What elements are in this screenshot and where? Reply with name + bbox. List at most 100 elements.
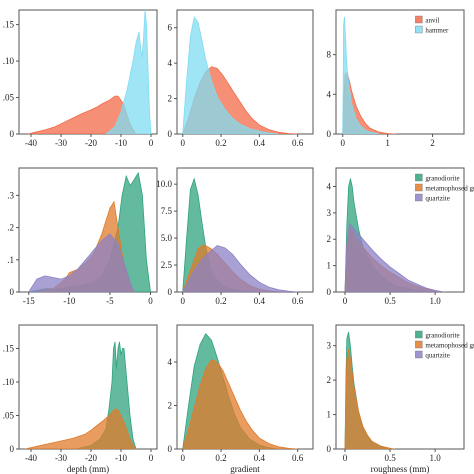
density-hammer (105, 10, 152, 134)
y-tick-label: 0 (168, 444, 173, 454)
legend-swatch-metamophosed-granite (415, 340, 423, 349)
x-tick-label: 0.5 (384, 453, 396, 463)
x-tick-label: 0.4 (254, 138, 266, 148)
y-tick-label: .1 (7, 255, 14, 265)
legend-swatch-hammer (415, 25, 423, 34)
y-tick-label: 3 (327, 341, 332, 351)
y-tick-label: 2 (168, 400, 173, 410)
x-tick-label: -40 (25, 453, 37, 463)
y-tick-label: 4 (168, 58, 173, 68)
y-tick-label: 1 (327, 261, 332, 271)
series-group (344, 331, 395, 449)
x-tick-label: 0 (149, 138, 154, 148)
x-tick-label: 0.2 (215, 138, 226, 148)
y-tick-label: 5.0 (161, 233, 173, 243)
y-tick-label: 0 (168, 287, 173, 297)
x-tick-label: -40 (25, 138, 37, 148)
legend-swatch-metamophosed-granite (415, 183, 423, 192)
legend-label-metamophosed-granite: metamophosed granite (425, 185, 474, 193)
x-tick-label: 0.4 (254, 453, 266, 463)
x-tick-label: 0 (340, 138, 345, 148)
x-axis-title: roughness (mm) (371, 464, 430, 474)
x-tick-label: 0 (343, 453, 348, 463)
series-group (28, 171, 151, 292)
legend-swatch-quartzite (415, 350, 423, 359)
x-tick-label: 0 (180, 296, 185, 306)
x-tick-label: -20 (85, 453, 97, 463)
y-tick-label: .15 (3, 20, 15, 30)
x-tick-label: 0.6 (292, 296, 304, 306)
legend: granodiorite metamophosed granite quartzit… (415, 173, 474, 203)
legend-label-quartzite: quartzite (425, 352, 450, 360)
y-tick-label: 8 (327, 50, 332, 60)
y-tick-label: 0 (10, 129, 15, 139)
y-tick-label: 4 (327, 181, 332, 191)
y-tick-label: 0 (10, 444, 15, 454)
x-tick-label: -15 (23, 296, 35, 306)
panel-8: 0 0.2 0.4 0.6 0 2 4 gradient (168, 324, 314, 474)
x-tick-label: 0.5 (384, 296, 396, 306)
series-group (27, 10, 152, 134)
legend-swatch-anvil (415, 15, 423, 24)
series-group (182, 333, 298, 449)
x-tick-label: -10 (115, 138, 127, 148)
legend-label-hammer: hammer (425, 27, 449, 35)
y-tick-label: 2 (327, 234, 332, 244)
legend-label-anvil: anvil (425, 17, 439, 25)
legend-swatch-quartzite (415, 193, 423, 202)
panel-5: 0 0.2 0.4 0.6 0 2.5 5.0 7.5 10.0 (156, 167, 314, 306)
x-tick-label: 1.0 (430, 296, 442, 306)
legend-label-granodiorite: granodiorite (425, 332, 459, 340)
plot-frame (18, 324, 158, 450)
density-metamophosed-granite (24, 408, 137, 449)
x-tick-label: 0.6 (292, 138, 304, 148)
density-quartzite (28, 233, 135, 292)
series-group (24, 341, 137, 449)
x-tick-label: 2 (430, 138, 435, 148)
y-tick-label: 0 (327, 129, 332, 139)
y-tick-label: 4 (168, 357, 173, 367)
y-tick-label: 3 (327, 208, 332, 218)
density-metamophosed-granite (182, 359, 298, 449)
x-axis-title: depth (mm) (67, 464, 109, 474)
panel-6: 0 0.5 1.0 0 1 2 3 4 granodiorite metamophosed gra… (327, 167, 474, 306)
series-group (344, 178, 445, 292)
series-group (342, 16, 397, 134)
y-tick-label: .10 (3, 56, 15, 66)
y-tick-label: 7.5 (161, 206, 173, 216)
y-tick-label: .10 (3, 377, 15, 387)
x-tick-label: 0.2 (215, 296, 226, 306)
panel-1: -40 -30 -20 -10 0 0 .05 .10 .15 (3, 9, 158, 148)
y-tick-label: 4 (327, 89, 332, 99)
series-group (182, 16, 298, 134)
x-tick-label: 0 (180, 138, 185, 148)
x-tick-label: -30 (55, 138, 67, 148)
panel-4: -15 -10 -5 0 0 .1 .2 .3 (7, 167, 158, 306)
density-metamophosed-granite (344, 349, 395, 449)
legend-label-granodiorite: granodiorite (425, 175, 459, 183)
panel-7: -40 -30 -20 -10 0 0 .05 .10 .15 depth (mm) (3, 324, 158, 474)
x-tick-label: 0 (180, 453, 185, 463)
x-tick-label: -10 (63, 296, 75, 306)
x-tick-label: -30 (55, 453, 67, 463)
panel-9: 0 0.5 1.0 0 1 2 3 roughness (mm) granodiorite met… (327, 324, 474, 474)
density-hammer (182, 16, 279, 134)
y-tick-label: .05 (3, 410, 15, 420)
x-tick-label: 0.2 (215, 453, 226, 463)
y-tick-label: 6 (168, 23, 173, 33)
x-tick-label: 1 (385, 138, 390, 148)
x-tick-label: -10 (115, 453, 127, 463)
x-tick-label: 0 (148, 296, 153, 306)
legend-label-metamophosed-granite: metamophosed granite (425, 342, 474, 350)
y-tick-label: 2 (327, 375, 332, 385)
y-tick-label: 10.0 (156, 179, 172, 189)
x-axis-title: gradient (230, 464, 260, 474)
y-tick-label: 2.5 (161, 260, 173, 270)
panel-2: 0 0.2 0.4 0.6 0 2 4 6 (168, 9, 314, 148)
x-tick-label: 0 (149, 453, 154, 463)
legend: granodiorite metamophosed granite quartzit… (415, 330, 474, 360)
density-hammer (342, 16, 379, 134)
y-tick-label: 0 (327, 444, 332, 454)
x-tick-label: 0.4 (254, 296, 266, 306)
